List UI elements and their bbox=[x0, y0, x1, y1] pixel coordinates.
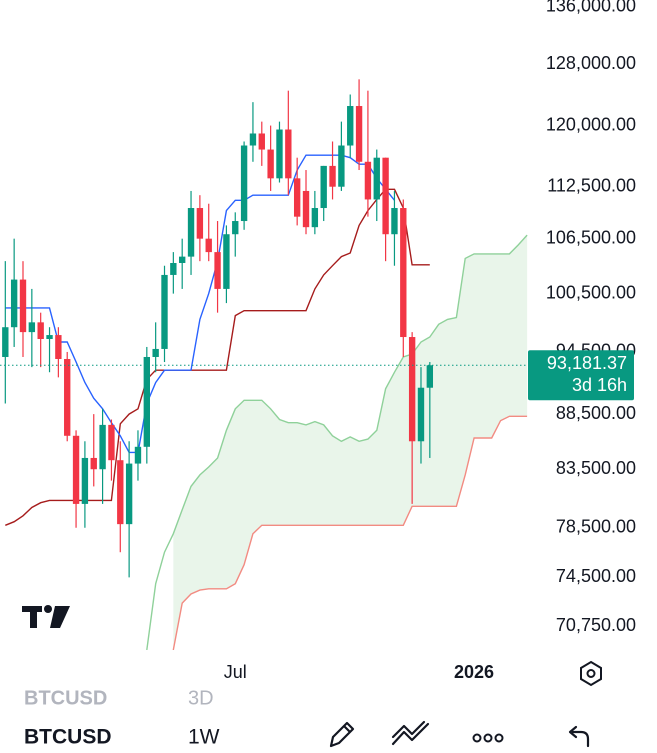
indicator-line bbox=[146, 234, 528, 650]
previous-toolbar-row: BTCUSD 3D bbox=[24, 687, 214, 709]
more-button[interactable] bbox=[472, 733, 504, 743]
y-tick-label: 112,500.00 bbox=[547, 175, 636, 195]
y-tick-label: 74,500.00 bbox=[556, 566, 636, 586]
candle-body bbox=[187, 208, 195, 257]
candle-body bbox=[391, 208, 398, 235]
interval-button[interactable]: 1W bbox=[188, 726, 220, 749]
candle-body bbox=[19, 279, 27, 333]
candle-body bbox=[55, 335, 62, 360]
candle-body bbox=[2, 327, 9, 357]
prev-interval: 3D bbox=[188, 687, 214, 709]
candle-body bbox=[240, 145, 248, 222]
candle-body bbox=[152, 348, 159, 357]
candle-body bbox=[214, 252, 221, 289]
candle-body bbox=[64, 359, 71, 436]
candle-body bbox=[10, 279, 18, 328]
candle-body bbox=[205, 238, 212, 253]
candle-body bbox=[338, 145, 345, 187]
candle-body bbox=[302, 190, 310, 228]
indicators-button[interactable] bbox=[391, 720, 430, 746]
candle-body bbox=[276, 129, 283, 179]
x-tick-label: 2026 bbox=[454, 662, 494, 682]
y-tick-label: 83,500.00 bbox=[556, 458, 636, 478]
y-tick-label: 88,500.00 bbox=[556, 403, 636, 423]
candle-body bbox=[267, 149, 274, 179]
candle-body bbox=[196, 208, 204, 239]
y-tick-label: 106,500.00 bbox=[546, 227, 636, 247]
candle-body bbox=[364, 161, 372, 200]
plot-area bbox=[0, 79, 528, 650]
candle-body bbox=[320, 165, 327, 209]
candle-body bbox=[125, 463, 133, 525]
candle-body bbox=[143, 356, 150, 447]
candle-body bbox=[108, 424, 115, 461]
candle-body bbox=[426, 365, 434, 388]
candle-body bbox=[161, 274, 168, 349]
candle-body bbox=[232, 221, 239, 235]
y-tick-label: 136,000.00 bbox=[546, 0, 636, 16]
candle-body bbox=[46, 335, 53, 340]
candle-body bbox=[81, 457, 89, 504]
price-axis: 136,000.00 128,000.00 120,000.00 112,500.00… bbox=[528, 0, 636, 635]
last-price-box bbox=[528, 350, 634, 401]
candle-body bbox=[373, 157, 380, 200]
candle-body bbox=[347, 106, 354, 146]
symbol-button[interactable]: BTCUSD bbox=[24, 726, 112, 749]
indicator-line bbox=[172, 415, 528, 650]
candle-body bbox=[134, 446, 142, 464]
y-tick-label: 120,000.00 bbox=[546, 114, 636, 134]
indicator-line bbox=[5, 154, 396, 454]
candle-body bbox=[28, 322, 36, 333]
candle-body bbox=[285, 129, 292, 179]
candle-body bbox=[37, 322, 44, 340]
y-tick-label: 78,500.00 bbox=[556, 517, 636, 537]
prev-symbol: BTCUSD bbox=[24, 687, 107, 709]
candle-body bbox=[329, 165, 336, 187]
y-tick-label: 70,750.00 bbox=[556, 615, 636, 635]
candle-body bbox=[72, 435, 80, 504]
x-tick-label: Jul bbox=[224, 662, 247, 682]
candle-body bbox=[179, 256, 186, 263]
candle-body bbox=[249, 133, 257, 146]
candle-body bbox=[90, 457, 97, 470]
undo-button[interactable] bbox=[568, 725, 590, 748]
last-price-label: 93,181.37 bbox=[547, 353, 627, 373]
candle-body bbox=[408, 337, 416, 442]
candle-body bbox=[311, 208, 319, 228]
settings-button[interactable] bbox=[580, 660, 602, 687]
y-tick-label: 100,500.00 bbox=[546, 282, 636, 302]
candle-body bbox=[99, 424, 106, 470]
candle-body bbox=[170, 262, 177, 275]
candle-body bbox=[382, 157, 389, 235]
candle-body bbox=[117, 460, 124, 525]
y-tick-label: 128,000.00 bbox=[546, 53, 636, 73]
candle-body bbox=[293, 178, 301, 217]
logo bbox=[22, 605, 70, 628]
draw-button[interactable] bbox=[329, 721, 355, 748]
countdown-label: 3d 16h bbox=[572, 375, 627, 395]
candle-body bbox=[417, 387, 425, 442]
candle-body bbox=[400, 208, 407, 338]
time-axis: Jul 2026 bbox=[224, 662, 494, 682]
candle-body bbox=[258, 133, 265, 150]
toolbar-bg bbox=[0, 708, 657, 753]
cloud-fill bbox=[173, 235, 528, 650]
candle-body bbox=[223, 234, 230, 289]
candle-body bbox=[355, 106, 363, 162]
